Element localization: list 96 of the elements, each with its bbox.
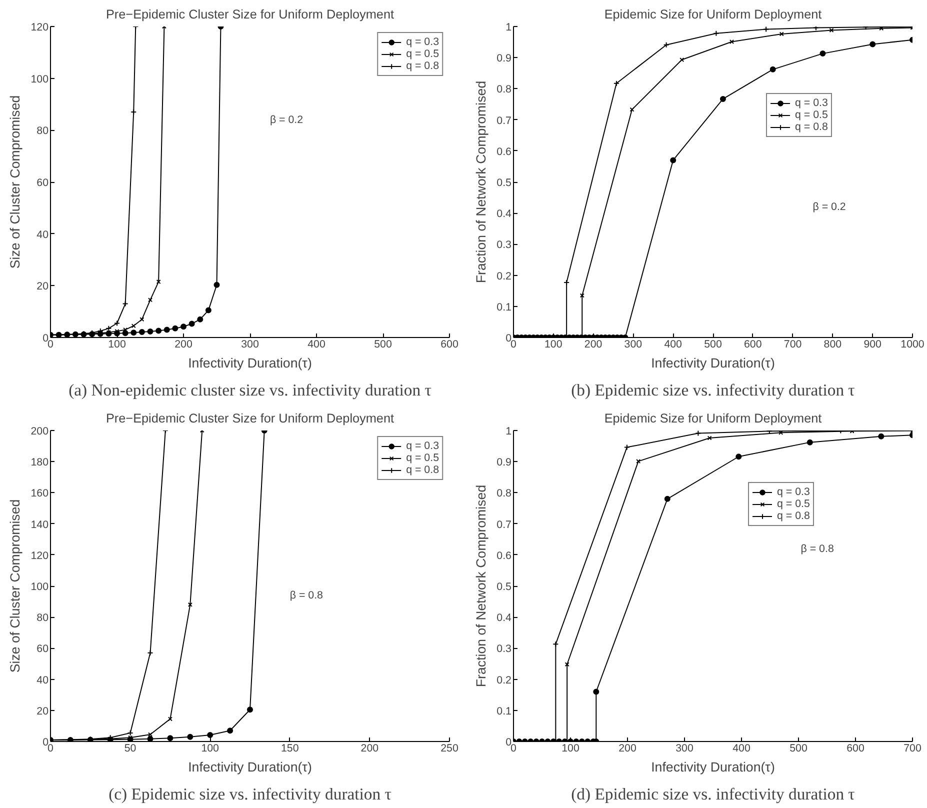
x-tick-label: 700 [784,338,802,350]
y-tick-label: 0.9 [496,52,512,65]
legend-label: q = 0.3 [406,440,439,452]
y-tick-label: 0.1 [496,301,512,314]
text: (b) Epidemic size vs. infectivity duration τ [571,380,856,400]
y-tick-label: 0.5 [496,177,512,189]
x-axis-title: Infectivity Duration(τ) [651,356,775,370]
annotation: β = 0.8 [290,590,324,602]
legend-label: q = 0.8 [777,510,810,522]
x-tick-label: 300 [624,338,642,350]
y-tick-label: 180 [30,456,49,469]
x-tick-label: 100 [562,742,580,754]
y-tick-label: 0.4 [496,612,512,624]
y-tick-label: 0.3 [496,239,512,252]
annotation: β = 0.8 [800,542,834,555]
annotation: β = 0.2 [270,114,304,126]
x-axis-title: Infectivity Duration(τ) [188,356,312,370]
legend-label: q = 0.5 [406,48,439,60]
y-tick-label: 60 [36,643,49,656]
x-tick-label: 200 [584,338,602,350]
x-tick-label: 500 [374,338,392,350]
x-tick-label: 200 [174,338,192,350]
x-tick-label: 100 [544,338,562,350]
chart-title: Epidemic Size for Uniform Deployment [604,8,822,22]
x-tick-label: 500 [790,742,808,754]
y-tick-label: 0.7 [496,114,512,127]
y-tick-label: 0.9 [496,456,512,469]
annotation: β = 0.2 [812,201,846,214]
y-tick-label: 140 [30,518,49,531]
y-axis-title: Size of Cluster Compromised [8,95,23,269]
legend-label: q = 0.3 [406,36,439,48]
x-tick-label: 1000 [900,338,924,350]
y-tick-label: 120 [30,550,49,562]
y-tick-label: 60 [36,177,49,189]
x-tick-label: 800 [824,338,842,350]
legend-label: q = 0.3 [777,486,810,498]
x-tick-label: 500 [704,338,722,350]
legend-label: q = 0.5 [795,109,828,121]
x-tick-label: 100 [201,742,220,754]
y-tick-label: 100 [30,581,49,593]
y-tick-label: 0.5 [496,581,512,593]
legend-label: q = 0.3 [795,97,828,109]
x-tick-label: 900 [864,338,882,350]
x-tick-label: 50 [124,742,136,754]
x-tick-label: 250 [440,742,458,754]
x-tick-label: 150 [281,742,299,754]
y-tick-label: 0.8 [496,488,512,500]
y-tick-label: 1 [506,22,512,34]
x-tick-label: 100 [108,338,126,350]
y-tick-label: 120 [30,22,49,34]
y-tick-label: 40 [36,228,49,241]
x-tick-label: 400 [732,742,750,754]
x-tick-label: 600 [744,338,762,350]
legend-label: q = 0.8 [406,60,439,72]
x-tick-label: 600 [846,742,864,754]
chart-title: Pre−Epidemic Cluster Size for Uniform Deployment [106,412,394,426]
x-tick-label: 400 [308,338,326,350]
x-tick-label: 300 [241,338,259,350]
legend-label: q = 0.5 [777,498,810,510]
y-tick-label: 0.6 [496,550,512,562]
chart-title: Pre−Epidemic Cluster Size for Uniform Deployment [106,8,394,22]
x-axis-title: Infectivity Duration(τ) [651,760,775,774]
y-tick-label: 0.7 [496,518,512,531]
x-tick-label: 200 [360,742,379,754]
y-tick-label: 100 [30,73,49,86]
x-tick-label: 300 [676,742,694,754]
x-tick-label: 600 [440,338,458,350]
y-tick-label: 0.6 [496,146,512,158]
x-tick-label: 200 [618,742,636,754]
x-tick-label: 700 [904,742,922,754]
x-axis-title: Infectivity Duration(τ) [188,760,312,774]
chart-title: Epidemic Size for Uniform Deployment [604,412,822,426]
legend-label: q = 0.5 [406,452,439,464]
y-tick-label: 20 [36,280,49,293]
text: (a) Non-epidemic cluster size vs. infectivity duration τ [68,380,432,400]
y-tick-label: 80 [36,125,49,138]
y-tick-label: 0.3 [496,643,512,656]
y-tick-label: 80 [36,612,49,624]
legend-label: q = 0.8 [795,121,828,133]
y-axis-title: Size of Cluster Compromised [8,499,23,673]
y-tick-label: 0.4 [496,208,512,220]
y-tick-label: 1 [506,426,512,438]
y-tick-label: 0.2 [496,674,512,686]
y-tick-label: 160 [30,488,49,500]
legend-label: q = 0.8 [406,464,439,476]
y-tick-label: 40 [36,674,49,686]
text: (c) Epidemic size vs. infectivity duration τ [108,784,392,804]
y-tick-label: 0.1 [496,705,512,718]
x-tick-label: 400 [664,338,682,350]
y-tick-label: 0.2 [496,270,512,282]
y-tick-label: 0.8 [496,84,512,96]
y-tick-label: 200 [30,426,49,438]
y-axis-title: Fraction of Network Compromised [474,484,489,688]
y-axis-title: Fraction of Network Compromised [474,80,489,284]
y-tick-label: 20 [36,705,49,718]
text: (d) Epidemic size vs. infectivity duration τ [571,784,856,804]
